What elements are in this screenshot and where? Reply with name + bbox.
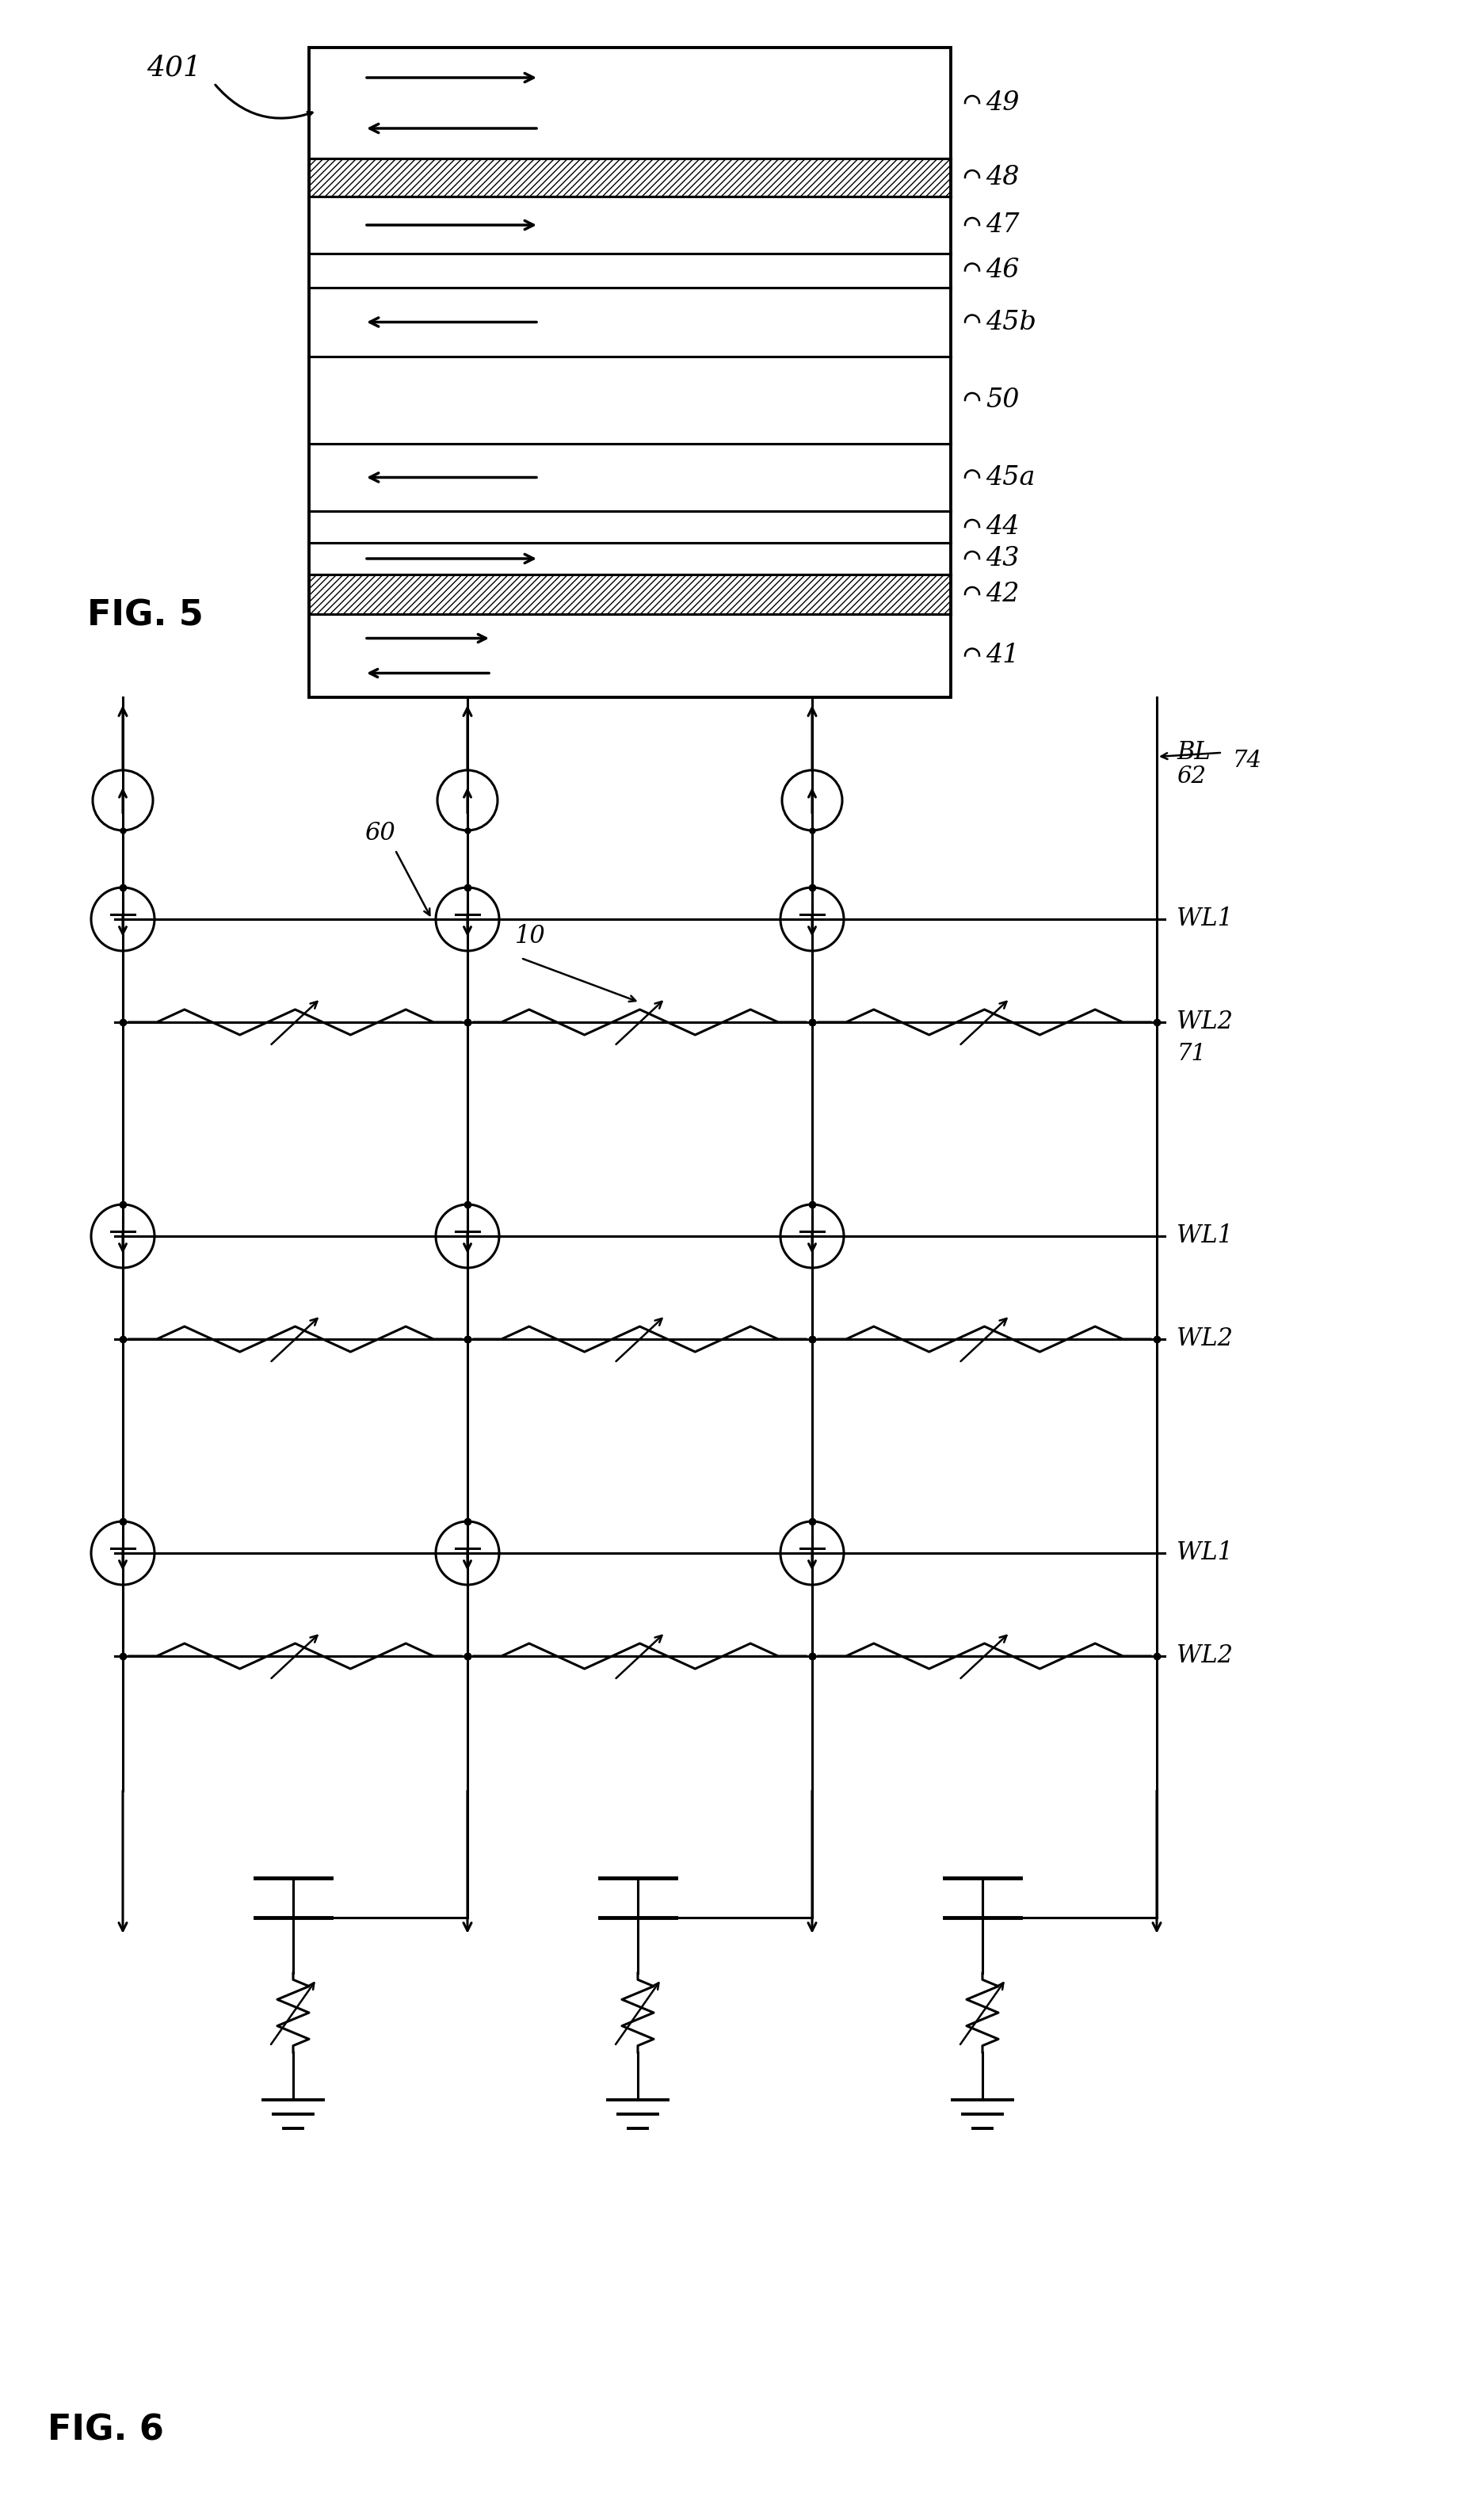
- Text: 50: 50: [985, 388, 1020, 413]
- Text: 10: 10: [515, 925, 546, 947]
- Text: 46: 46: [985, 258, 1020, 282]
- Text: 49: 49: [985, 90, 1020, 115]
- Text: WL2: WL2: [1177, 1328, 1233, 1352]
- Text: 43: 43: [985, 545, 1020, 572]
- Text: 41: 41: [985, 642, 1020, 668]
- Text: WL2: WL2: [1177, 1645, 1233, 1668]
- Text: WL1: WL1: [1177, 1225, 1233, 1248]
- Text: 401: 401: [147, 55, 202, 80]
- Text: 45a: 45a: [985, 465, 1034, 490]
- Text: 48: 48: [985, 165, 1020, 190]
- Text: 45b: 45b: [985, 310, 1036, 335]
- Text: 42: 42: [985, 582, 1020, 608]
- Text: FIG. 5: FIG. 5: [88, 600, 203, 632]
- Bar: [309, 158, 951, 198]
- Text: 74: 74: [1232, 750, 1261, 772]
- Text: 71: 71: [1177, 1042, 1206, 1065]
- Text: FIG. 6: FIG. 6: [47, 2412, 163, 2448]
- Text: WL1: WL1: [1177, 1540, 1233, 1565]
- Bar: [309, 575, 951, 615]
- Bar: [309, 48, 951, 698]
- Text: WL1: WL1: [1177, 907, 1233, 932]
- Text: WL2: WL2: [1177, 1010, 1233, 1035]
- Text: 47: 47: [985, 212, 1020, 238]
- Text: 44: 44: [985, 515, 1020, 540]
- Text: 60: 60: [365, 820, 395, 845]
- Text: BL: BL: [1177, 740, 1211, 765]
- Text: 62: 62: [1177, 765, 1206, 788]
